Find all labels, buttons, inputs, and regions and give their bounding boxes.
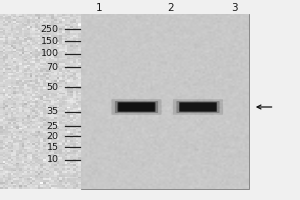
Text: 10: 10 xyxy=(46,156,58,164)
FancyBboxPatch shape xyxy=(176,101,220,113)
Bar xyxy=(81,14,249,189)
Text: 100: 100 xyxy=(40,49,58,58)
Text: 50: 50 xyxy=(46,83,58,92)
FancyBboxPatch shape xyxy=(112,99,161,115)
Text: 1: 1 xyxy=(96,3,102,13)
FancyBboxPatch shape xyxy=(173,99,223,115)
Text: 20: 20 xyxy=(46,132,58,141)
FancyBboxPatch shape xyxy=(118,102,155,112)
Text: 2: 2 xyxy=(168,3,174,13)
Text: 35: 35 xyxy=(46,108,58,116)
Text: 15: 15 xyxy=(46,143,58,152)
Text: 3: 3 xyxy=(231,3,237,13)
FancyBboxPatch shape xyxy=(180,103,216,111)
Text: 25: 25 xyxy=(46,122,58,131)
Text: 150: 150 xyxy=(40,36,58,46)
FancyBboxPatch shape xyxy=(118,103,155,111)
FancyBboxPatch shape xyxy=(179,102,217,112)
FancyBboxPatch shape xyxy=(115,101,158,113)
Text: 250: 250 xyxy=(40,24,58,33)
Text: 70: 70 xyxy=(46,62,58,72)
Bar xyxy=(0,14,81,189)
